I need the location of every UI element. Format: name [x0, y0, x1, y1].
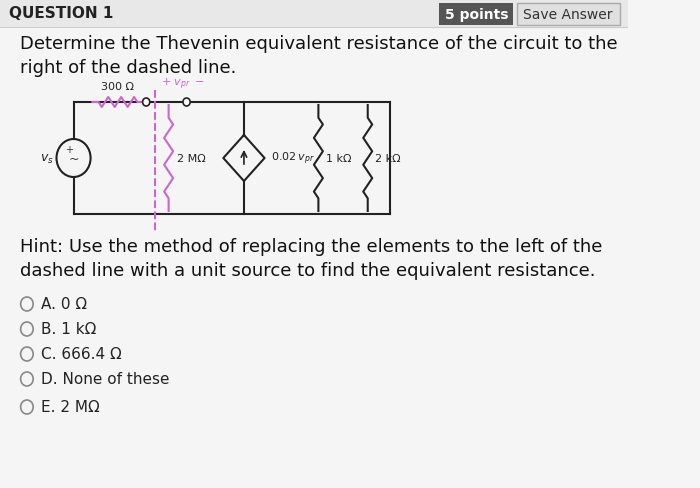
Text: $+\ v_{pr}\ -$: $+\ v_{pr}\ -$ — [162, 77, 205, 92]
Text: B. 1 kΩ: B. 1 kΩ — [41, 322, 97, 337]
Text: C. 666.4 Ω: C. 666.4 Ω — [41, 347, 122, 362]
Text: QUESTION 1: QUESTION 1 — [9, 6, 113, 21]
Text: A. 0 Ω: A. 0 Ω — [41, 297, 88, 312]
Text: Save Answer: Save Answer — [523, 8, 612, 22]
Bar — [440, 4, 513, 26]
Text: $0.02\,v_{pr}$: $0.02\,v_{pr}$ — [271, 150, 314, 167]
Text: E. 2 MΩ: E. 2 MΩ — [41, 400, 100, 415]
Text: $v_s$: $v_s$ — [40, 152, 54, 165]
Text: 1 kΩ: 1 kΩ — [326, 154, 351, 163]
Text: 2 MΩ: 2 MΩ — [176, 154, 205, 163]
Bar — [517, 4, 620, 26]
Text: Hint: Use the method of replacing the elements to the left of the
dashed line wi: Hint: Use the method of replacing the el… — [20, 238, 602, 279]
Text: 2 kΩ: 2 kΩ — [375, 154, 400, 163]
Text: Determine the Thevenin equivalent resistance of the circuit to the
right of the : Determine the Thevenin equivalent resist… — [20, 35, 617, 77]
Text: ~: ~ — [69, 152, 79, 165]
Text: +: + — [65, 145, 73, 155]
Circle shape — [143, 99, 150, 107]
Circle shape — [183, 99, 190, 107]
Text: 5 points: 5 points — [444, 8, 508, 22]
Bar — [0, 0, 628, 28]
Text: 300 Ω: 300 Ω — [102, 82, 134, 92]
Text: D. None of these: D. None of these — [41, 372, 170, 386]
